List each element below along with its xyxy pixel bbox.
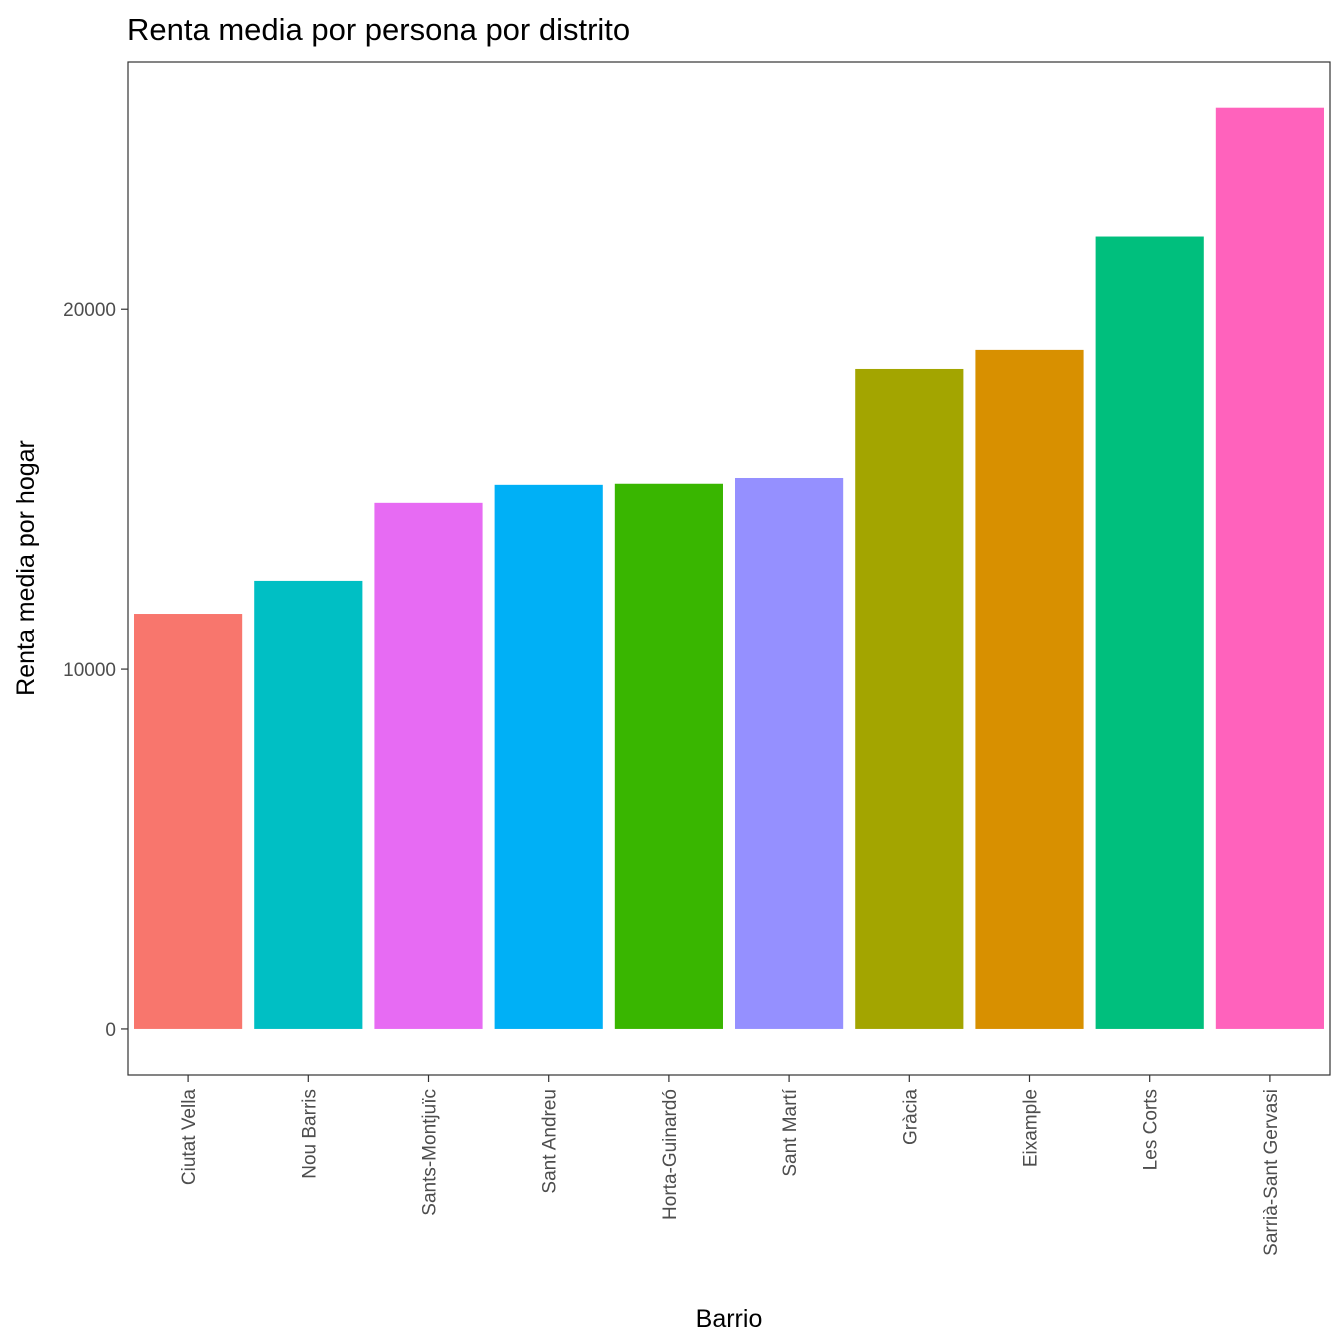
- y-tick-label: 0: [105, 1020, 116, 1041]
- x-tick-label: Nou Barris: [299, 1089, 320, 1179]
- bar: [975, 349, 1084, 1029]
- x-tick-label: Horta-Guinardó: [660, 1089, 681, 1220]
- x-axis-title: Barrio: [696, 1305, 763, 1333]
- y-tick-label: 20000: [63, 300, 116, 321]
- x-axis: Ciutat Vella Nou Barris Sants-Montjuïc Sant…: [179, 1075, 1282, 1256]
- bar: [374, 502, 483, 1029]
- x-tick-label: Eixample: [1021, 1089, 1042, 1167]
- y-tick-label: 10000: [63, 660, 116, 681]
- bars-group: [134, 107, 1324, 1029]
- x-tick-label: Sarrià-Sant Gervasi: [1261, 1089, 1282, 1256]
- y-axis: 0 10000 20000: [63, 300, 128, 1041]
- bar: [1095, 236, 1204, 1029]
- bar: [614, 483, 723, 1029]
- x-tick-label: Ciutat Vella: [179, 1089, 200, 1186]
- bar: [134, 614, 243, 1029]
- bar: [735, 477, 844, 1029]
- x-tick-label: Sants-Montjuïc: [420, 1089, 441, 1216]
- y-axis-title: Renta media por hogar: [12, 440, 40, 696]
- chart-title: Renta media por persona por distrito: [127, 12, 630, 47]
- bar: [855, 368, 964, 1029]
- bar: [254, 580, 363, 1029]
- x-tick-label: Gràcia: [900, 1089, 921, 1145]
- x-tick-label: Les Corts: [1141, 1089, 1162, 1170]
- x-tick-label: Sant Andreu: [540, 1089, 561, 1194]
- bar: [1215, 107, 1324, 1029]
- x-tick-label: Sant Martí: [780, 1088, 801, 1176]
- bar: [494, 484, 603, 1029]
